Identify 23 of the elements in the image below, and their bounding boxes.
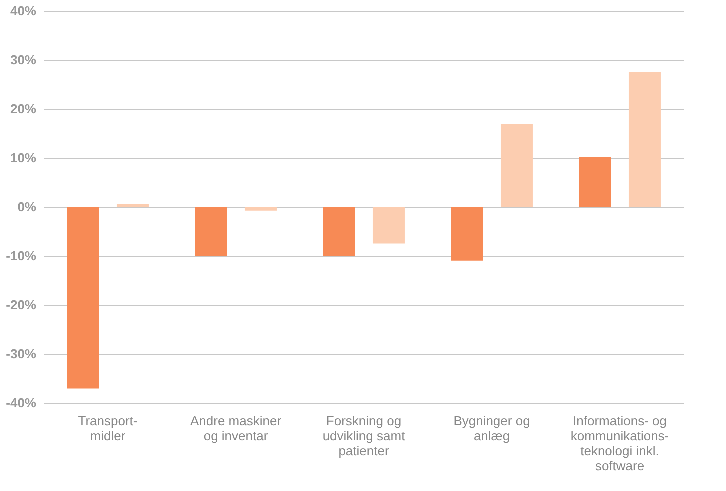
bar (244, 207, 277, 211)
y-tick-label: -20% (6, 298, 37, 312)
x-tick-label: Andre maskiner og inventar (190, 414, 282, 444)
bar (323, 207, 356, 256)
y-tick-label: 40% (10, 4, 37, 18)
y-tick-label: 20% (10, 102, 37, 116)
bar (500, 124, 533, 207)
bar (67, 207, 100, 389)
y-tick-label: 30% (10, 52, 37, 68)
x-tick-label: Bygninger og anlæg (454, 414, 530, 444)
y-tick-label: -40% (6, 396, 37, 410)
bar (451, 207, 484, 261)
x-tick-label: Informations- og kommunikations- teknologi inkl. software (570, 414, 670, 474)
bar (195, 207, 228, 256)
bar (579, 157, 612, 207)
x-tick-label: Transport- midler (78, 414, 138, 444)
y-tick-label: 0% (18, 200, 37, 214)
x-tick-label: Forskning og udvikling samt patienter (322, 414, 406, 458)
y-tick-label: 10% (10, 150, 37, 166)
y-tick-label: -30% (6, 346, 37, 362)
bar (372, 207, 405, 244)
y-tick-label: -10% (6, 248, 37, 264)
bar (628, 72, 661, 207)
